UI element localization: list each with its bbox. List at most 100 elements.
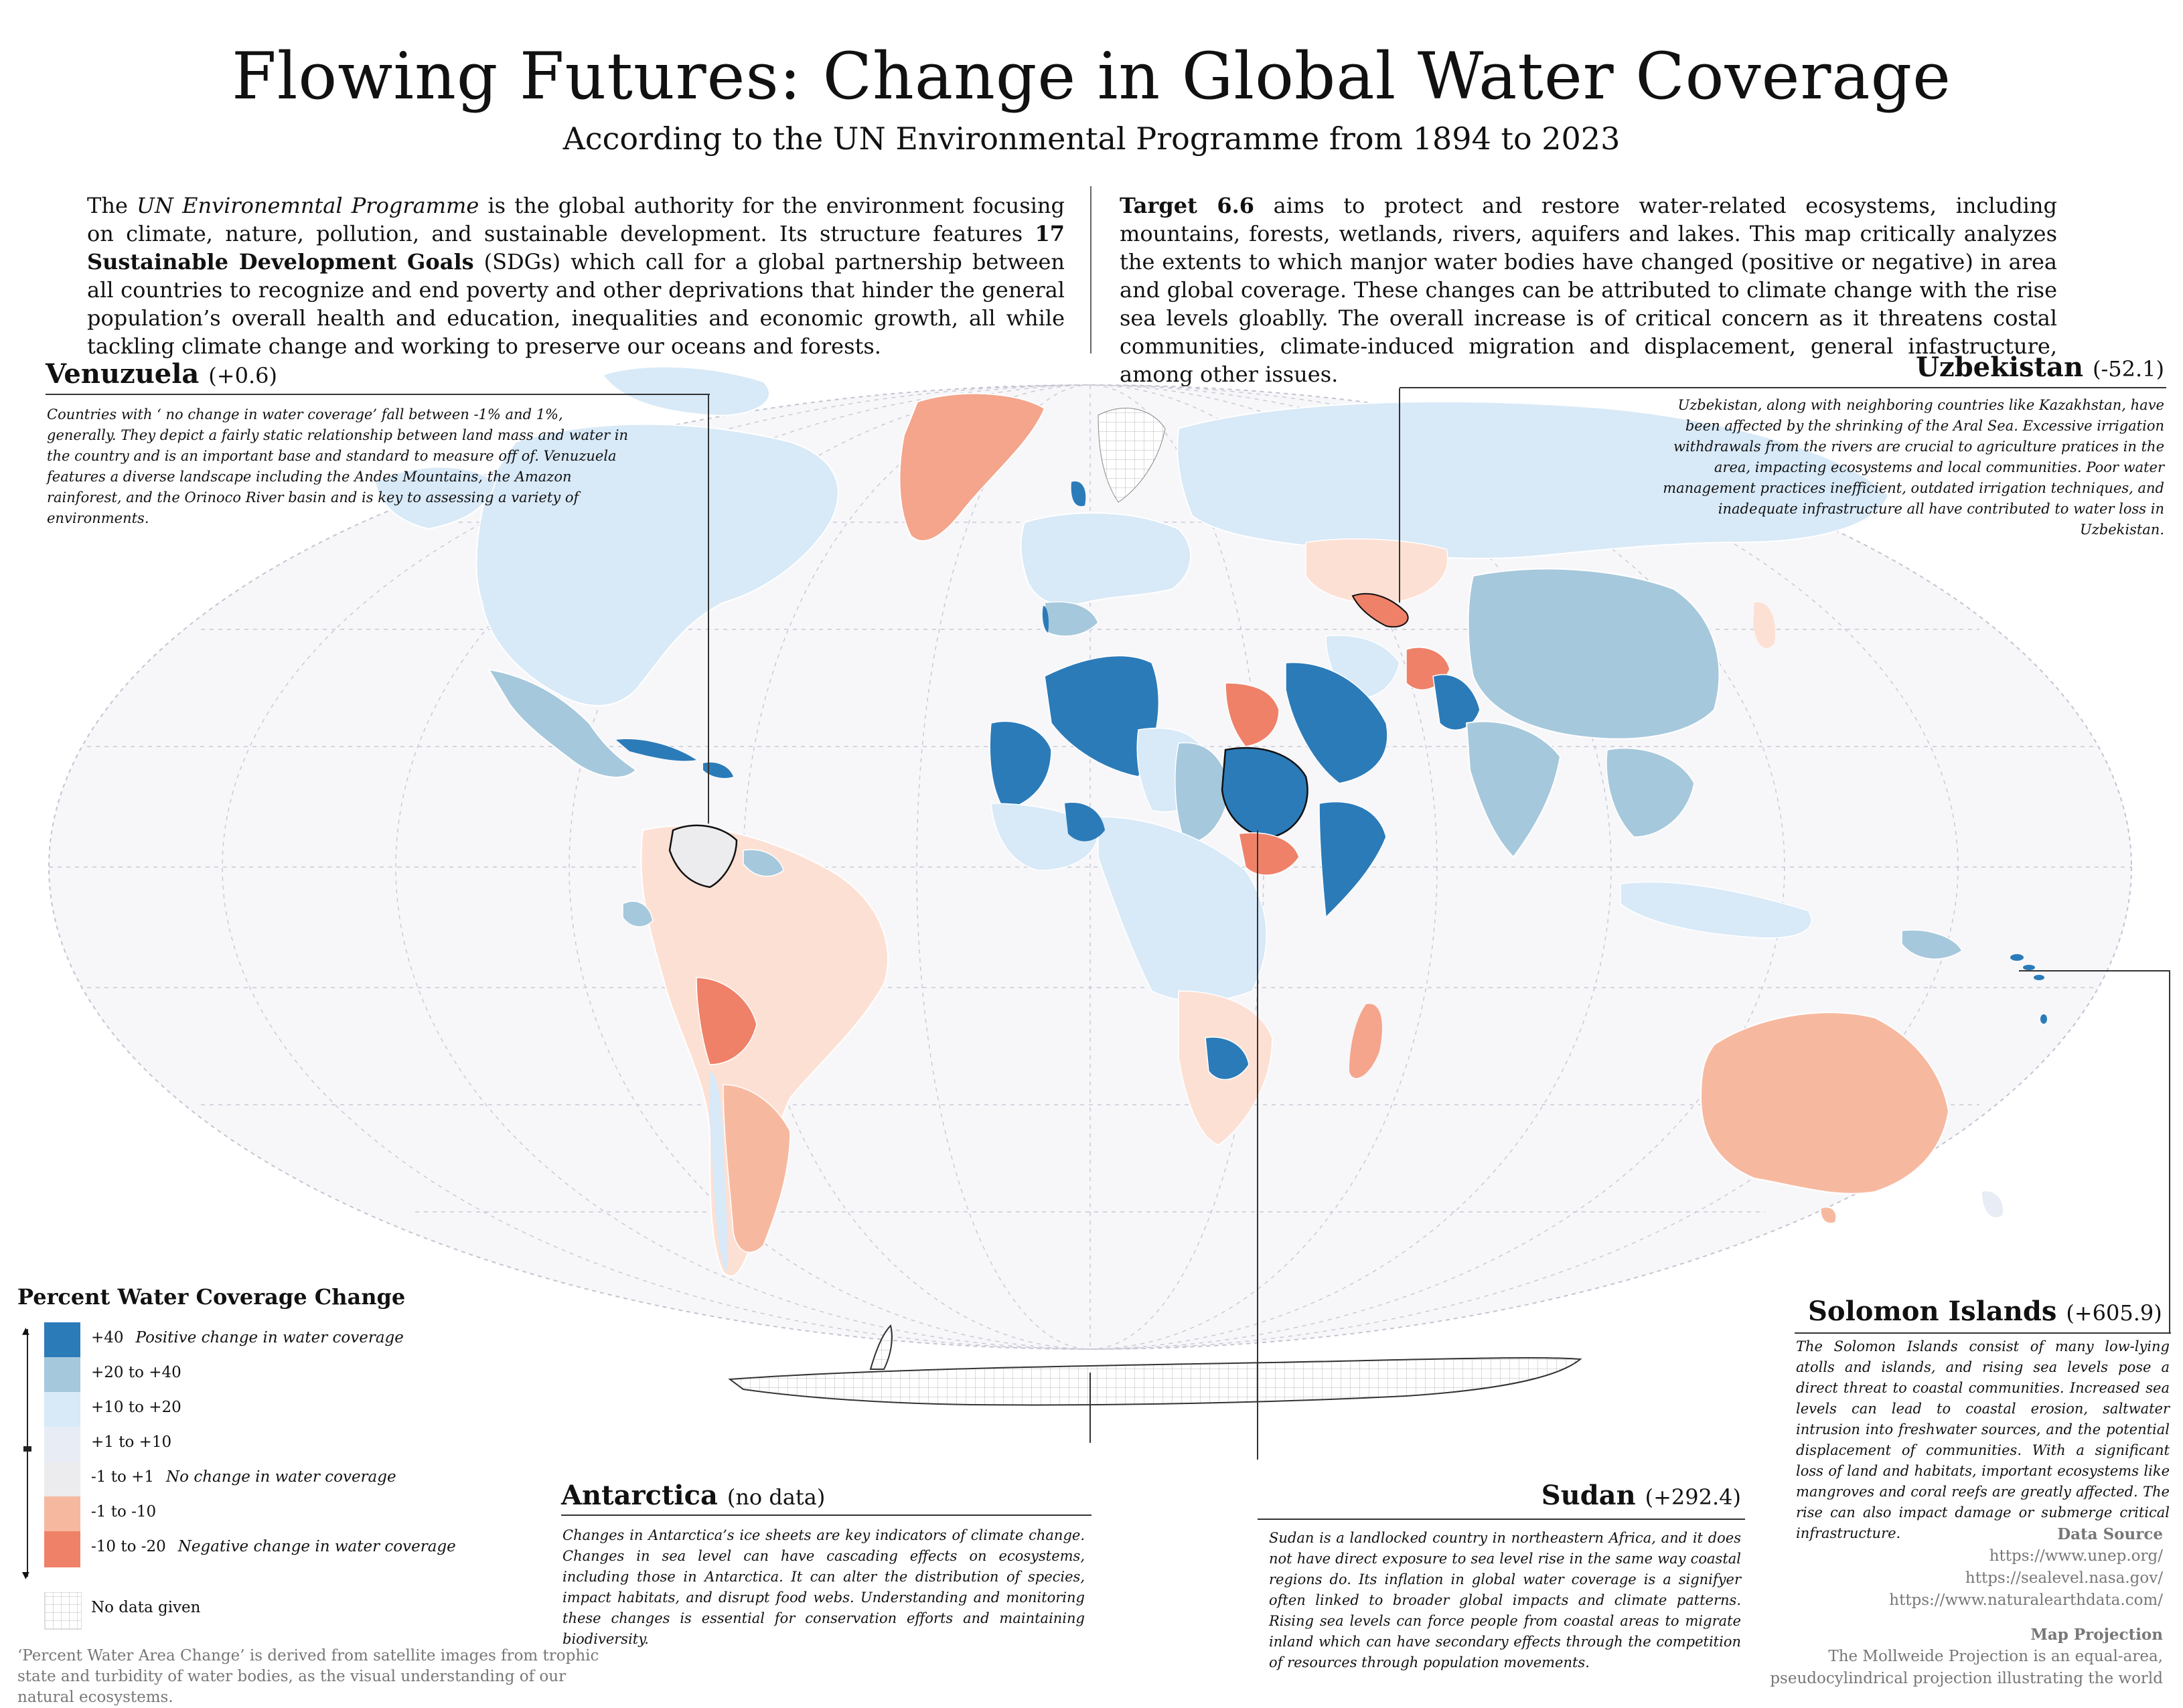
ecuador <box>622 901 654 927</box>
page-subtitle: According to the UN Environmental Progra… <box>562 121 1621 157</box>
sudan-title: Sudan (+292.4) <box>1259 1480 1741 1511</box>
morocco-west <box>989 720 1052 811</box>
saudi-arabia <box>1285 662 1388 784</box>
pakistan <box>1432 674 1481 730</box>
sudan <box>1221 747 1308 838</box>
antarctica-name: Antarctica <box>561 1480 718 1511</box>
cuba <box>616 739 696 761</box>
legend-label-nodata: No data given <box>91 1599 201 1616</box>
antarctica <box>728 1356 1582 1406</box>
japan <box>1753 602 1775 649</box>
legend-note: No change in water coverage <box>166 1468 396 1486</box>
map-projection-block: Map Projection The Mollweide Projection … <box>1674 1624 2163 1690</box>
papua <box>1901 929 1963 959</box>
sudan-rule <box>1258 1519 1745 1520</box>
intro-left-em: UN Environemntal Programme <box>137 193 479 218</box>
guianas <box>743 849 784 877</box>
map-projection-heading: Map Projection <box>2030 1626 2163 1644</box>
europe <box>1020 512 1191 606</box>
antarctica-body: Changes in Antarctica’s ice sheets are k… <box>562 1527 1085 1647</box>
legend-label: +10 to +20 <box>91 1399 194 1416</box>
venezuela <box>668 824 738 888</box>
venezuela-body: Countries with ‘ no change in water cove… <box>47 406 628 526</box>
indonesia <box>1620 881 1812 939</box>
iberia <box>1044 601 1099 637</box>
legend-swatch <box>44 1462 80 1498</box>
data-source-link-naturalearth[interactable]: https://www.naturalearthdata.com/ <box>1889 1591 2163 1609</box>
legend-axis-up-arrow: ▲ <box>22 1326 29 1336</box>
sudan-body: Sudan is a landlocked country in northea… <box>1269 1530 1741 1671</box>
antarctica-value: (no data) <box>727 1484 826 1510</box>
mexico <box>487 668 637 778</box>
data-source-block: Data Source https://www.unep.org/ https:… <box>1741 1523 2163 1612</box>
data-source-link-unep[interactable]: https://www.unep.org/ <box>1989 1547 2163 1565</box>
legend-label: -1 to -10 <box>91 1503 168 1521</box>
uzbekistan-value: (-52.1) <box>2092 356 2164 382</box>
madagascar <box>1349 1004 1382 1078</box>
egypt <box>1225 682 1280 747</box>
venezuela-name: Venuzuela <box>46 358 200 390</box>
algeria <box>1044 655 1160 777</box>
uzbekistan-title: Uzbekistan (-52.1) <box>1607 352 2164 383</box>
canada-arctic <box>601 366 770 416</box>
legend-range: +10 to +20 <box>91 1399 181 1416</box>
intro-right-paragraph: Target 6.6 aims to protect and restore w… <box>1120 191 2057 388</box>
footnote: ‘Percent Water Area Change’ is derived f… <box>17 1647 599 1706</box>
legend-note: Positive change in water coverage <box>135 1329 404 1346</box>
legend-label: +20 to +40 <box>91 1364 194 1381</box>
map-projection-text-2: pseudocylindrical projection illustratin… <box>1770 1670 2163 1687</box>
botswana <box>1205 1036 1250 1081</box>
australia <box>1700 1012 1950 1194</box>
legend-label: +1 to +10 <box>91 1433 183 1451</box>
venezuela-rule <box>46 394 710 395</box>
intro-left-strong: 17 Sustainable Development Goals <box>87 221 1065 275</box>
legend-label: -1 to +1 No change in water coverage <box>91 1468 396 1486</box>
intro-right-strong: Target 6.6 <box>1120 193 1255 218</box>
sudan-value: (+292.4) <box>1645 1484 1741 1510</box>
new-zealand <box>1982 1191 2003 1218</box>
scandinavia <box>1098 408 1166 503</box>
legend-title: Percent Water Coverage Change <box>17 1284 406 1310</box>
legend-range: -1 to +1 <box>91 1468 155 1486</box>
greenland <box>899 392 1046 542</box>
solomon-title: Solomon Islands (+605.9) <box>1808 1296 2162 1327</box>
antarctica-rule <box>561 1515 1092 1516</box>
chad <box>1175 742 1229 844</box>
se-asia <box>1606 747 1695 838</box>
portugal <box>1042 605 1049 633</box>
solomon-body: The Solomon Islands consist of many low-… <box>1796 1338 2170 1541</box>
legend-note: Negative change in water coverage <box>177 1538 456 1555</box>
antarctica-title: Antarctica (no data) <box>561 1480 825 1511</box>
legend-swatch <box>44 1357 80 1393</box>
legend-range: +1 to +10 <box>91 1433 172 1451</box>
intro-right-text: aims to protect and restore water-relate… <box>1120 193 2058 387</box>
intro-left-paragraph: The UN Environemntal Programme is the gl… <box>87 191 1065 360</box>
venezuela-title: Venuzuela (+0.6) <box>46 358 277 390</box>
china-mongolia <box>1467 568 1720 740</box>
leader-lines <box>708 388 2170 1460</box>
hispaniola <box>703 762 733 778</box>
legend-axis-down-arrow: ▼ <box>22 1570 29 1581</box>
legend-range: +20 to +40 <box>91 1364 181 1381</box>
chile <box>709 1071 728 1272</box>
data-source-link-nasa[interactable]: https://sealevel.nasa.gov/ <box>1965 1569 2163 1587</box>
nigeria <box>1065 803 1105 842</box>
intro-left-text-b: is the global authority for the environm… <box>87 193 1065 246</box>
antarctic-peninsula <box>869 1324 893 1370</box>
legend-swatch <box>44 1392 80 1428</box>
intro-divider <box>1090 186 1092 354</box>
uzbekistan <box>1351 593 1409 628</box>
data-source-heading: Data Source <box>2057 1525 2163 1543</box>
legend-swatch <box>44 1496 80 1533</box>
argentina <box>723 1084 791 1253</box>
legend-axis-midmark <box>23 1446 31 1452</box>
kazakhstan <box>1305 538 1448 604</box>
solomon-islands <box>2010 954 2047 1024</box>
legend-label: +40 Positive change in water coverage <box>91 1329 404 1346</box>
uzbekistan-rule <box>1400 387 2166 388</box>
uzbekistan-name: Uzbekistan <box>1916 352 2084 383</box>
uk <box>1071 481 1086 506</box>
horn-africa <box>1319 801 1387 919</box>
russia <box>1177 401 1890 560</box>
legend-swatch-nodata <box>44 1592 82 1630</box>
